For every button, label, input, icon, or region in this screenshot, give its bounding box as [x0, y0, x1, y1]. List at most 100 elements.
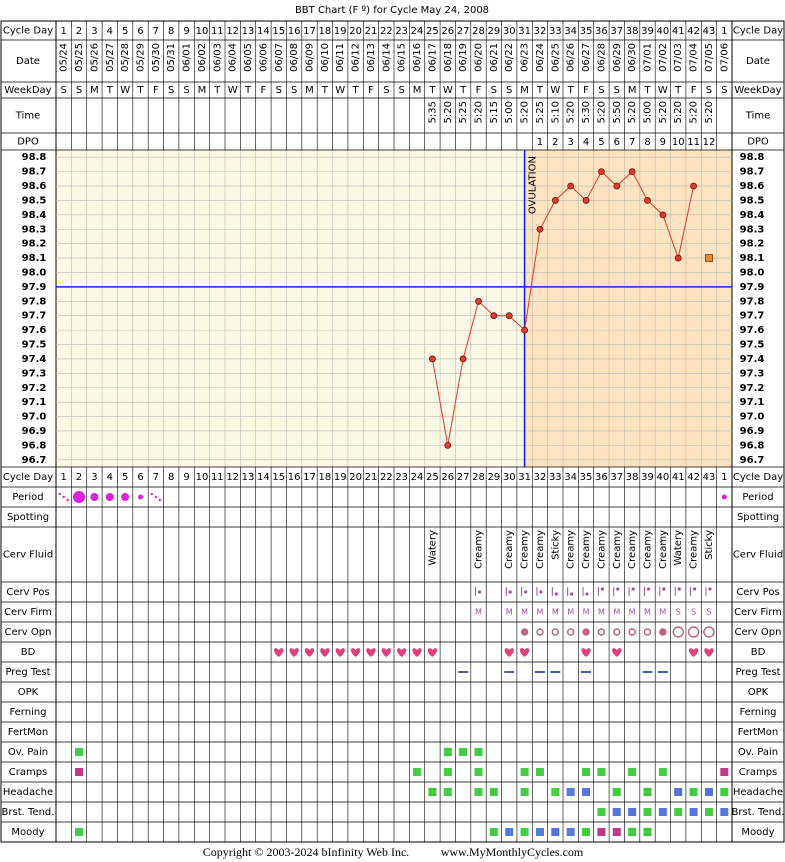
cycle-day: 17 [303, 472, 316, 483]
y-tick-label: 98.2 [22, 239, 47, 250]
temperature-point [598, 168, 605, 176]
y-tick-label: 98.1 [22, 253, 47, 264]
brst-tend-mark [720, 808, 729, 816]
bd-heart [274, 648, 284, 657]
time: 5:20 [673, 101, 684, 123]
ov-pain-mark [474, 748, 483, 756]
y-tick-label: 97.4 [740, 354, 765, 365]
weekday: F [261, 85, 267, 96]
headache-mark [612, 788, 621, 796]
y-tick-label: 98.5 [740, 195, 765, 206]
temperature-point [659, 211, 667, 219]
cycle-day: 30 [503, 472, 516, 483]
headache-mark [551, 788, 560, 796]
weekday: M [413, 85, 422, 96]
cerv-fluid: Creamy [627, 530, 638, 569]
headache-mark [566, 788, 575, 796]
bd-heart [688, 648, 699, 657]
temperature-point [628, 168, 636, 176]
weekday: F [368, 85, 374, 96]
moody-mark [520, 828, 529, 836]
cramps-mark [535, 768, 544, 776]
cerv-fluid: Creamy [504, 530, 515, 569]
time: 5:20 [520, 101, 531, 123]
cerv-fluid: Creamy [596, 530, 607, 569]
period-dot [66, 498, 69, 502]
date: 05/30 [151, 43, 162, 72]
date: 05/26 [89, 43, 100, 72]
cycle-day: 31 [518, 472, 531, 483]
weekday: W [443, 85, 453, 96]
row-label: WeekDay [734, 85, 781, 96]
weekday: F [691, 85, 697, 96]
y-tick-label: 97.2 [22, 383, 47, 394]
row-label: FertMon [8, 727, 48, 738]
cycle-day: 15 [272, 26, 285, 37]
row-label: Preg Test [735, 667, 780, 678]
weekday: S [76, 85, 82, 96]
moody-mark [535, 828, 544, 836]
post-ovulation-bg [524, 150, 732, 467]
cerv-firm: M [583, 608, 590, 617]
cycle-day: 43 [703, 472, 716, 483]
weekday: T [567, 85, 575, 96]
cramps-mark [474, 768, 483, 776]
cycle-day: 5 [122, 472, 128, 483]
weekday: W [120, 85, 130, 96]
cycle-day: 39 [641, 26, 654, 37]
weekday: T [213, 85, 221, 96]
temperature-point [644, 197, 651, 204]
bd-heart [581, 648, 591, 657]
temperature-point [490, 312, 498, 320]
date: 06/19 [458, 43, 469, 72]
date: 06/21 [489, 43, 500, 72]
cerv-fluid: Creamy [474, 530, 485, 569]
cerv-pos-mark [570, 592, 574, 596]
moody-mark [505, 828, 514, 836]
period-mark [73, 491, 86, 503]
cycle-day: 11 [211, 472, 224, 483]
period-dot [154, 495, 158, 499]
y-tick-label: 97.2 [740, 383, 765, 394]
period-dot [58, 492, 61, 496]
cycle-day: 8 [168, 472, 174, 483]
cycle-day: 18 [318, 472, 331, 483]
cerv-firm: M [506, 608, 513, 617]
period-dot [158, 498, 162, 502]
y-tick-label: 98.8 [740, 152, 765, 163]
headache-mark [489, 788, 498, 796]
dpo: 2 [552, 137, 558, 148]
moody-mark [643, 828, 652, 836]
dpo: 10 [672, 137, 685, 148]
y-tick-label: 98.4 [22, 210, 47, 221]
cycle-day: 25 [426, 472, 439, 483]
time: 5:20 [627, 101, 638, 123]
weekday: S [706, 85, 712, 96]
date: 06/02 [197, 43, 208, 72]
headache-mark [674, 788, 683, 796]
dpo: 11 [687, 137, 700, 148]
date: 05/25 [74, 43, 85, 72]
cycle-day: 12 [226, 472, 239, 483]
cerv-opn-mark [703, 626, 715, 638]
cerv-opn-mark [643, 628, 652, 636]
cycle-day: 32 [534, 26, 547, 37]
cerv-pos-mark [631, 587, 635, 591]
cramps-mark [520, 768, 529, 776]
cycle-day: 43 [703, 26, 716, 37]
y-tick-label: 97.0 [740, 412, 765, 423]
cycle-day: 1 [60, 472, 66, 483]
cycle-day: 29 [487, 26, 500, 37]
cerv-pos-mark [477, 590, 482, 594]
row-label: Date [746, 56, 770, 67]
period-mark [105, 493, 114, 501]
cycle-day: 35 [580, 472, 593, 483]
bd-heart [320, 648, 330, 657]
brst-tend-mark [689, 808, 698, 816]
cerv-opn-mark [672, 626, 684, 638]
date: 06/12 [351, 43, 362, 72]
date: 06/29 [612, 43, 623, 72]
brst-tend-mark [597, 808, 606, 816]
cerv-opn-mark [613, 628, 621, 636]
y-tick-label: 97.8 [740, 296, 765, 307]
